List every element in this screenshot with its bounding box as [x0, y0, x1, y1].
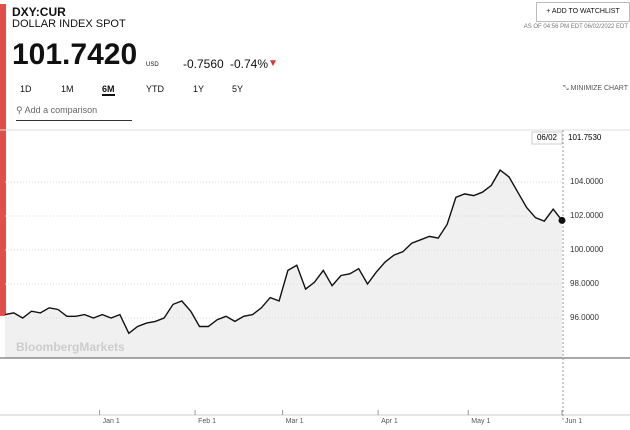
last-point [558, 216, 566, 224]
y-tick-label: 102.0000 [570, 211, 604, 220]
watchlist-label: ADD TO WATCHLIST [551, 8, 620, 15]
area-fill [5, 170, 562, 358]
range-tab[interactable]: YTD [146, 84, 164, 94]
price-line [4, 169, 563, 335]
y-tick-label: 100.0000 [570, 245, 604, 254]
x-tick-label: Feb 1 [198, 418, 216, 425]
as-of: AS OF 04:56 PM EDT 06/02/2022 EDT [523, 24, 628, 30]
range-tab[interactable]: 1D [20, 84, 32, 94]
search-placeholder: Add a comparison [24, 105, 98, 115]
range-tab[interactable]: 5Y [232, 84, 244, 94]
y-tick-label: 104.0000 [570, 177, 604, 186]
crosshair-value: 101.7530 [568, 133, 602, 142]
range-tab[interactable]: 6M [102, 84, 115, 96]
change-pct: -0.74% [230, 57, 269, 71]
down-arrow: ▼ [268, 58, 278, 69]
x-tick-label: Apr 1 [381, 418, 398, 425]
y-tick-label: 96.0000 [570, 313, 599, 322]
accent-bar [0, 4, 6, 316]
x-tick-label: Jun 1 [565, 418, 582, 425]
comparison-search[interactable]: ⚲ Add a comparison [16, 100, 132, 121]
change: -0.7560 [183, 57, 224, 71]
symbol: DXY:CUR [12, 5, 66, 19]
minimize-chart[interactable]: ⤡ MINIMIZE CHART [563, 85, 628, 92]
x-tick-label: Jan 1 [103, 418, 120, 425]
y-tick-label: 98.0000 [570, 279, 599, 288]
watermark: BloombergMarkets [16, 340, 125, 354]
currency: USD [146, 62, 159, 68]
x-tick-label: May 1 [471, 418, 490, 425]
instrument-name: DOLLAR INDEX SPOT [12, 18, 126, 30]
x-tick-label: Mar 1 [286, 418, 304, 425]
range-tab[interactable]: 1Y [193, 84, 205, 94]
crosshair-date-box [531, 131, 563, 145]
range-tab[interactable]: 1M [61, 84, 74, 94]
minimize-label: MINIMIZE CHART [570, 85, 628, 92]
price: 101.7420 [12, 38, 138, 71]
crosshair-date: 06/02 [537, 133, 558, 142]
